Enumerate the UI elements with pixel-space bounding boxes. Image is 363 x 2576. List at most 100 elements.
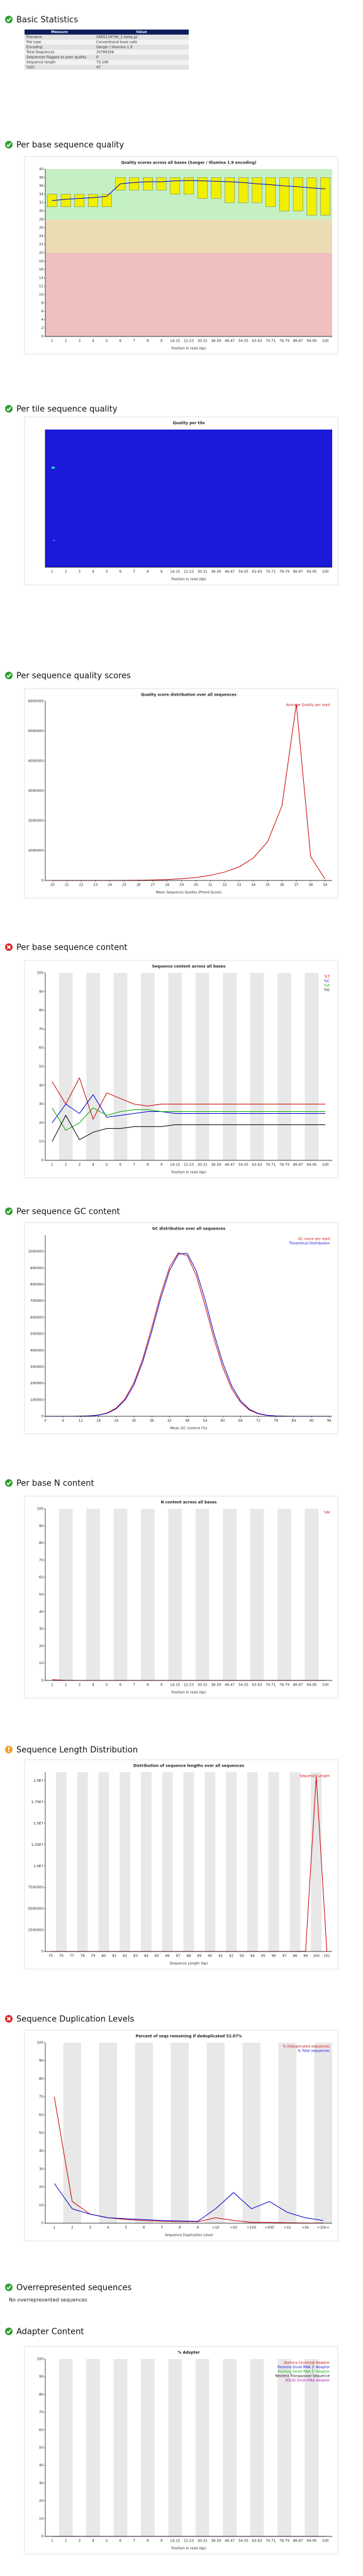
x-tick-label: >100 (247, 2226, 257, 2230)
x-tick-label: 6 (120, 1684, 122, 1687)
x-tick-label: 100 (322, 570, 329, 574)
column-stripe (59, 1509, 73, 1680)
x-tick-label: 5 (106, 340, 108, 343)
heatmap-spot (53, 540, 55, 541)
x-tick-label: 6 (143, 2226, 145, 2230)
column-stripe (289, 1772, 301, 1951)
x-tick-label: 4 (107, 2226, 109, 2230)
status-glyph (8, 1747, 9, 1750)
column-stripe (55, 1772, 67, 1951)
x-tick-label: 6 (120, 2540, 122, 2543)
y-tick-label: 20 (39, 1645, 43, 1648)
legend-entry: % Deduplicated sequences (282, 2045, 330, 2049)
x-tick-label: 38-39 (211, 1684, 221, 1687)
axes (45, 1772, 332, 1952)
column-stripe (314, 2043, 332, 2223)
x-tick-label: 72 (256, 1419, 260, 1423)
quality-box (265, 177, 276, 208)
x-tick-label: 78 (81, 1955, 85, 1958)
y-tick-label: 1.5E7 (33, 1822, 43, 1826)
x-tick-label: 94-95 (306, 570, 316, 574)
y-tick-label: 2 (42, 326, 44, 330)
x-tick-label: 3 (79, 2540, 81, 2543)
x-tick-label: 86-87 (293, 2540, 303, 2543)
x-tick-label: 54-55 (238, 570, 249, 574)
y-tick-label: 900000 (30, 1267, 43, 1270)
x-axis-label: Position in read (bp) (171, 2547, 206, 2551)
column-stripe (141, 2359, 155, 2536)
x-tick-label: 83 (133, 1955, 138, 1958)
legend-entry: % Total sequences (298, 2050, 330, 2053)
quality-box (225, 177, 235, 203)
x-tick-label: 90 (208, 1955, 212, 1958)
y-tick-label: 80 (39, 2393, 43, 2397)
x-tick-label: 100 (322, 340, 329, 343)
x-tick-label: >10 (212, 2226, 220, 2230)
section-title: Per sequence quality scores (16, 672, 131, 681)
y-tick-label: 1.0E7 (33, 1865, 43, 1868)
section-title: Per tile sequence quality (16, 405, 118, 414)
y-tick-label: 40 (39, 168, 43, 172)
y-tick-label: 70 (39, 2096, 43, 2099)
x-tick-label: 36 (280, 884, 284, 887)
chart-title: Distribution of sequence lengths over al… (133, 1764, 245, 1768)
y-tick-label: 1000000 (28, 1250, 44, 1254)
x-tick-label: 18 (96, 1419, 101, 1423)
y-tick-label: 0 (42, 1679, 44, 1683)
axes (45, 2043, 332, 2224)
heatmap-spot (52, 467, 55, 469)
y-tick-label: 30 (39, 2167, 43, 2171)
quality-box (293, 177, 303, 211)
section-title: Per base sequence content (16, 943, 128, 953)
x-tick-label: 85 (155, 1955, 159, 1958)
x-tick-label: 4 (92, 1684, 94, 1687)
x-tick-label: 87 (176, 1955, 181, 1958)
x-tick-label: 32 (223, 884, 227, 887)
quality-box (184, 177, 194, 195)
y-tick-label: 70 (39, 1028, 43, 1031)
x-tick-label: 5 (125, 2226, 128, 2230)
column-stripe (162, 1772, 173, 1951)
legend-entry: Sequence Length (299, 1775, 330, 1779)
table-row (25, 50, 189, 55)
column-stripe (168, 2359, 182, 2536)
y-tick-label: 3000000 (28, 789, 44, 793)
x-tick-label: >50 (230, 2226, 237, 2230)
column-stripe (304, 2359, 319, 2536)
x-tick-label: 3 (79, 340, 81, 343)
section-title: Overrepresented sequences (16, 2284, 132, 2293)
legend-entry: Theoretical Distribution (288, 1242, 330, 1246)
column-stripe (304, 1509, 319, 1680)
x-tick-label: 46-47 (225, 1163, 235, 1167)
y-tick-label: 0 (42, 1159, 44, 1163)
section-title: Per sequence GC content (16, 1208, 120, 1217)
y-tick-label: 1.25E7 (31, 1843, 44, 1847)
y-tick-label: 10 (39, 2204, 43, 2207)
table-header-cell: Value (136, 31, 147, 35)
x-tick-label: 76 (59, 1955, 64, 1958)
y-tick-label: 30 (39, 1102, 43, 1106)
y-tick-label: 0 (42, 335, 44, 339)
column-stripe (226, 1772, 237, 1951)
quality-box (197, 177, 208, 199)
x-tick-label: 22 (79, 884, 84, 887)
legend-entry: Illumina Small RNA 5' Adapter (277, 2370, 330, 2374)
x-tick-label: 81 (112, 1955, 116, 1958)
x-axis-label: Sequence Length (bp) (170, 1962, 208, 1966)
x-tick-label: 62-63 (252, 340, 262, 343)
legend-entry: %A (324, 984, 330, 988)
y-tick-label: 18 (39, 260, 43, 264)
column-stripe (86, 973, 100, 1160)
table-cell: 0 (96, 56, 99, 60)
y-tick-label: 8 (42, 301, 44, 305)
y-tick-label: 40 (39, 1084, 43, 1087)
series-line (52, 1114, 326, 1142)
x-tick-label: 23 (93, 884, 98, 887)
quality-box (101, 194, 112, 208)
column-stripe (113, 973, 128, 1160)
x-tick-label: 14-15 (170, 1163, 180, 1167)
status-glyph (6, 2329, 11, 2334)
section-note: No overrepresented sequences (9, 2297, 87, 2303)
legend-entry: %C (324, 980, 330, 984)
y-tick-label: 80 (39, 1541, 43, 1545)
